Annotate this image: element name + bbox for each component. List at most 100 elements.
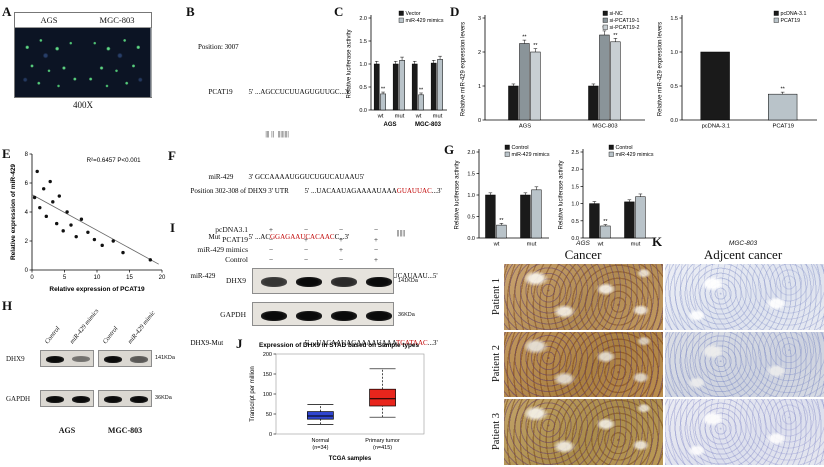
svg-text:miR-429 mimics: miR-429 mimics	[512, 152, 550, 158]
wb-band	[104, 396, 122, 403]
wb-band	[46, 396, 64, 403]
cell-line-mgc803-label: MGC-803	[99, 15, 135, 25]
pcat19-sequence: 5' ...AGCCUCUUAGUGUUGC...3'	[248, 88, 350, 96]
fluorescence-image-frame: AGS MGC-803	[14, 12, 152, 98]
svg-text:Relative luciferase activity: Relative luciferase activity	[455, 160, 461, 229]
svg-text:8: 8	[25, 152, 29, 158]
panel-label-g: G	[444, 142, 455, 157]
lane-label-3: Control	[101, 325, 120, 346]
kda-label-gapdh: 36KDa	[398, 312, 415, 318]
svg-text:**: **	[533, 43, 538, 49]
panel-b-sequences: Position: 3007 PCAT19 5' ...AGCCUCUUAGUGU…	[198, 22, 364, 272]
condition-row: Control − − − +	[225, 255, 379, 264]
svg-text:Relative luciferase activity: Relative luciferase activity	[347, 29, 353, 98]
protein-label-gapdh: GAPDH	[220, 310, 246, 319]
utr-sequence: 5' ...UACAAUAGAAAAUAAAGUAUUAC...3'	[304, 187, 442, 195]
svg-text:0.5: 0.5	[359, 85, 367, 91]
panel-a-fluorescence: AGS MGC-803 400X	[14, 12, 152, 110]
row-label-patient-1: Patient 1	[491, 277, 502, 316]
svg-text:3: 3	[478, 16, 481, 22]
svg-text:mut: mut	[395, 114, 405, 120]
svg-text:0.0: 0.0	[467, 236, 475, 242]
svg-text:TCGA samples: TCGA samples	[329, 456, 372, 462]
panel-g-ags-luciferase-chart: 0.0 0.5 1.0 1.5 2.0 Relative luciferase activ…	[452, 144, 552, 252]
svg-text:0: 0	[30, 275, 34, 281]
panel-label-k: K	[652, 234, 663, 249]
mut-sequence: 5' ...ACGGAGAAUCACAACC...3'	[248, 233, 350, 241]
svg-text:2.5: 2.5	[571, 150, 579, 156]
cell-line-mgc803-label: MGC-803	[728, 240, 758, 247]
svg-text:**: **	[499, 218, 504, 224]
svg-text:AGS: AGS	[383, 122, 396, 128]
condition-row: PCAT19 − + + +	[222, 235, 379, 244]
dhx9-mut-sequence: 5' ...UACAAUAGAAAAUAAATCATAAC...3'	[304, 339, 438, 347]
wb-band	[130, 396, 148, 403]
panel-label-b: B	[186, 4, 195, 19]
panel-label-j: J	[236, 336, 243, 351]
panel-g-mgc803-luciferase-chart: 0.0 0.5 1.0 1.5 2.0 2.5 Relative luciferase ac…	[556, 144, 656, 252]
svg-text:50: 50	[266, 412, 272, 418]
protein-label-gapdh: GAPDH	[6, 395, 31, 403]
panel-label-d: D	[450, 4, 460, 19]
svg-text:pcDNA-3.1: pcDNA-3.1	[781, 11, 807, 17]
wb-band	[261, 277, 287, 287]
svg-text:**: **	[603, 219, 608, 225]
panel-label-h: H	[2, 298, 13, 313]
condition-row: miR-429 mimics − − + −	[197, 245, 379, 254]
wb-band	[331, 277, 357, 287]
svg-text:0.0: 0.0	[670, 118, 678, 124]
utr-position-label: Position 302-308 of DHX9 3' UTR	[190, 187, 289, 195]
utr-sequence-red: GUAUUAC	[396, 187, 432, 195]
lane-label-4: miR-429 mimic	[126, 309, 157, 346]
blot-strip-dhx9	[252, 268, 394, 294]
svg-text:mut: mut	[433, 114, 443, 120]
svg-text:miR-429 mimics: miR-429 mimics	[406, 18, 444, 24]
lane-label-2: miR-429 mimics	[68, 307, 101, 346]
svg-text:wt: wt	[377, 114, 384, 120]
mir429-label: miR-429	[208, 173, 234, 181]
svg-text:Transcript per million: Transcript per million	[250, 366, 256, 421]
mut-sequence-red: GGAGAAUCACAAC	[270, 233, 335, 241]
protein-label-dhx9: DHX9	[226, 276, 246, 285]
svg-text:1.0: 1.0	[467, 193, 475, 199]
svg-text:0: 0	[478, 118, 481, 124]
wb-band	[366, 311, 392, 321]
panel-label-f: F	[168, 148, 176, 163]
row-label-patient-2: Patient 2	[491, 344, 502, 383]
svg-text:AGS: AGS	[519, 124, 531, 130]
lane-label-1: Control	[43, 325, 62, 346]
svg-text:150: 150	[263, 372, 272, 378]
panel-e-correlation-scatter: 0 5 10 15 20 0 2 4 6 8 Relative expression of PCAT…	[8, 148, 166, 296]
blot-strip-ags-dhx9	[40, 350, 94, 367]
svg-text:Relative miR-429 expression le: Relative miR-429 expression levers	[658, 22, 664, 116]
cell-line-ags-label: AGS	[576, 240, 590, 247]
ihc-adjacent-patient-3	[665, 399, 824, 465]
alignment-bars: ||| || ||||||||	[265, 130, 289, 138]
svg-text:20: 20	[159, 275, 166, 281]
cell-line-ags-label: AGS	[40, 15, 58, 25]
blot-strip-ags-gapdh	[40, 390, 94, 407]
blot-strip-mgc-dhx9	[98, 350, 152, 367]
svg-text:6: 6	[25, 181, 29, 187]
ihc-image-grid	[504, 264, 824, 465]
svg-text:mut: mut	[631, 242, 641, 248]
dhx9-mut-label: DHX9-Mut	[190, 339, 224, 347]
svg-text:PCAT19: PCAT19	[781, 18, 801, 24]
svg-text:si-PCAT19-2: si-PCAT19-2	[610, 25, 640, 31]
svg-text:**: **	[522, 35, 527, 41]
panel-k-ihc: AGS MGC-803 Cancer Adjcent cancer Patien…	[490, 234, 824, 467]
svg-text:si-NC: si-NC	[610, 11, 623, 17]
row-label-patient-3: Patient 3	[491, 412, 502, 451]
svg-text:**: **	[419, 87, 424, 93]
kda-label-gapdh: 36KDa	[155, 395, 172, 401]
pcat19-label: PCAT19	[208, 88, 233, 96]
svg-text:1.0: 1.0	[359, 62, 367, 68]
svg-text:100: 100	[263, 392, 272, 398]
mir429-sequence: 3' GCCAAAAUGGUCUGUCAUAAU5'	[248, 173, 365, 181]
panel-d-knockdown-bar-chart: 0 1 2 3 Relative miR-429 expression levers **…	[458, 10, 648, 134]
protein-label-dhx9: DHX9	[6, 355, 25, 363]
svg-text:Primary tumor: Primary tumor	[365, 438, 400, 444]
svg-text:mut: mut	[527, 242, 537, 248]
svg-text:wt: wt	[493, 242, 500, 248]
